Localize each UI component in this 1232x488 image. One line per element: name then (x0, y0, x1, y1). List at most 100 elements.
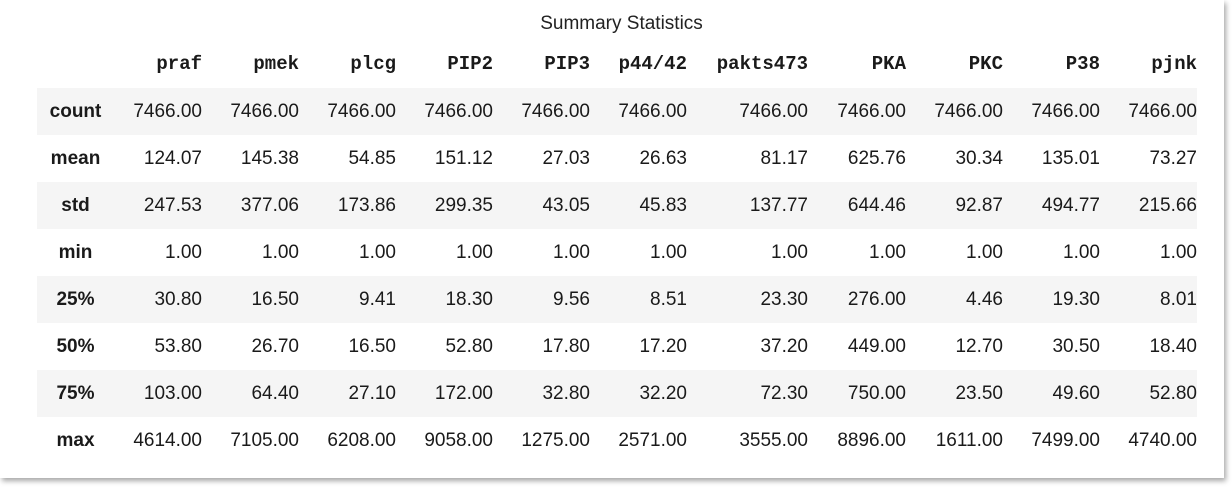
table-cell: 1.00 (771, 241, 808, 263)
row-label: 50% (56, 335, 95, 357)
table-cell: 26.70 (251, 335, 299, 357)
table-cell: 53.80 (154, 335, 202, 357)
table-cell: 173.86 (337, 194, 396, 216)
table-cell: 17.80 (542, 335, 590, 357)
table-cell: 4740.00 (1128, 429, 1197, 451)
table-cell: 23.30 (760, 288, 808, 310)
table-cell: 7466.00 (133, 100, 202, 122)
table-cell: 8896.00 (837, 429, 906, 451)
table-cell: 72.30 (760, 382, 808, 404)
table-cell: 73.27 (1149, 147, 1197, 169)
table-row: 75% 103.00 64.40 27.10 172.00 32.80 32.20 72.30… (37, 370, 1197, 417)
table-cell: 27.10 (348, 382, 396, 404)
table-cell: 4614.00 (133, 429, 202, 451)
table-cell: 1.00 (966, 241, 1003, 263)
row-label: 25% (56, 288, 95, 310)
table-cell: 16.50 (251, 288, 299, 310)
table-row: count 7466.00 7466.00 7466.00 7466.00 7466.00… (37, 88, 1197, 135)
table-cell: 32.20 (639, 382, 687, 404)
table-cell: 377.06 (240, 194, 299, 216)
table-cell: 4.46 (966, 288, 1003, 310)
table-cell: 644.46 (847, 194, 906, 216)
table-cell: 43.05 (542, 194, 590, 216)
table-cell: 7466.00 (837, 100, 906, 122)
table-cell: 12.70 (955, 335, 1003, 357)
table-cell: 9.41 (359, 288, 396, 310)
table-cell: 52.80 (1149, 382, 1197, 404)
row-label: 75% (56, 382, 95, 404)
table-cell: 37.20 (760, 335, 808, 357)
table-cell: 8.01 (1160, 288, 1197, 310)
table-cell: 1.00 (456, 241, 493, 263)
column-header: PKA (871, 52, 906, 75)
table-cell: 32.80 (542, 382, 590, 404)
table-cell: 2571.00 (618, 429, 687, 451)
table-cell: 124.07 (143, 147, 202, 169)
row-label: std (61, 194, 90, 216)
table-cell: 8.51 (650, 288, 687, 310)
table-row: 25% 30.80 16.50 9.41 18.30 9.56 8.51 23.30 276.0… (37, 276, 1197, 323)
output-cell-frame: Summary Statistics praf pmek plcg PIP2 P… (37, 13, 1197, 464)
table-cell: 81.17 (760, 147, 808, 169)
row-label: max (56, 429, 95, 451)
table-cell: 494.77 (1041, 194, 1100, 216)
table-cell: 750.00 (847, 382, 906, 404)
table-body: count 7466.00 7466.00 7466.00 7466.00 7466.00… (37, 88, 1197, 464)
table-cell: 7466.00 (424, 100, 493, 122)
column-header: PIP2 (447, 52, 493, 75)
table-cell: 7105.00 (230, 429, 299, 451)
table-row: min 1.00 1.00 1.00 1.00 1.00 1.00 1.00 1.00 1.00 1… (37, 229, 1197, 276)
table-cell: 1.00 (1160, 241, 1197, 263)
table-cell: 1.00 (553, 241, 590, 263)
table-row: mean 124.07 145.38 54.85 151.12 27.03 26.63 81.… (37, 135, 1197, 182)
table-cell: 7466.00 (230, 100, 299, 122)
row-label: count (49, 100, 102, 122)
table-cell: 52.80 (445, 335, 493, 357)
table-cell: 625.76 (847, 147, 906, 169)
table-cell: 7466.00 (327, 100, 396, 122)
table-row: max 4614.00 7105.00 6208.00 9058.00 1275.00 25… (37, 417, 1197, 464)
table-row: std 247.53 377.06 173.86 299.35 43.05 45.83 137… (37, 182, 1197, 229)
table-cell: 6208.00 (327, 429, 396, 451)
table-cell: 1.00 (262, 241, 299, 263)
column-header: pakts473 (716, 52, 808, 75)
table-cell: 1.00 (869, 241, 906, 263)
table-cell: 7466.00 (1031, 100, 1100, 122)
row-label: mean (50, 147, 101, 169)
table-cell: 7466.00 (739, 100, 808, 122)
table-cell: 17.20 (639, 335, 687, 357)
table-cell: 276.00 (847, 288, 906, 310)
table-cell: 30.34 (955, 147, 1003, 169)
table-cell: 92.87 (955, 194, 1003, 216)
table-cell: 19.30 (1052, 288, 1100, 310)
table-cell: 137.77 (749, 194, 808, 216)
table-cell: 247.53 (143, 194, 202, 216)
index-header (37, 39, 114, 88)
table-cell: 1611.00 (935, 429, 1003, 451)
table-cell: 23.50 (955, 382, 1003, 404)
table-cell: 172.00 (434, 382, 493, 404)
column-header: praf (156, 52, 202, 75)
table-cell: 18.40 (1149, 335, 1197, 357)
table-cell: 26.63 (639, 147, 687, 169)
table-cell: 1.00 (650, 241, 687, 263)
column-header: PKC (968, 52, 1003, 75)
table-cell: 54.85 (348, 147, 396, 169)
table-cell: 3555.00 (739, 429, 808, 451)
table-cell: 7466.00 (521, 100, 590, 122)
table-cell: 103.00 (143, 382, 202, 404)
table-row: 50% 53.80 26.70 16.50 52.80 17.80 17.20 37.20 44… (37, 323, 1197, 370)
table-cell: 18.30 (445, 288, 493, 310)
table-cell: 7499.00 (1031, 429, 1100, 451)
summary-statistics-table: praf pmek plcg PIP2 PIP3 p44/42 pakts473… (37, 39, 1197, 464)
table-cell: 16.50 (348, 335, 396, 357)
table-cell: 151.12 (434, 147, 493, 169)
header-row: praf pmek plcg PIP2 PIP3 p44/42 pakts473… (37, 39, 1197, 88)
table-cell: 45.83 (639, 194, 687, 216)
table-cell: 145.38 (240, 147, 299, 169)
table-cell: 49.60 (1052, 382, 1100, 404)
table-cell: 299.35 (434, 194, 493, 216)
table-cell: 9.56 (553, 288, 590, 310)
column-header: pmek (253, 52, 299, 75)
table-cell: 135.01 (1041, 147, 1100, 169)
